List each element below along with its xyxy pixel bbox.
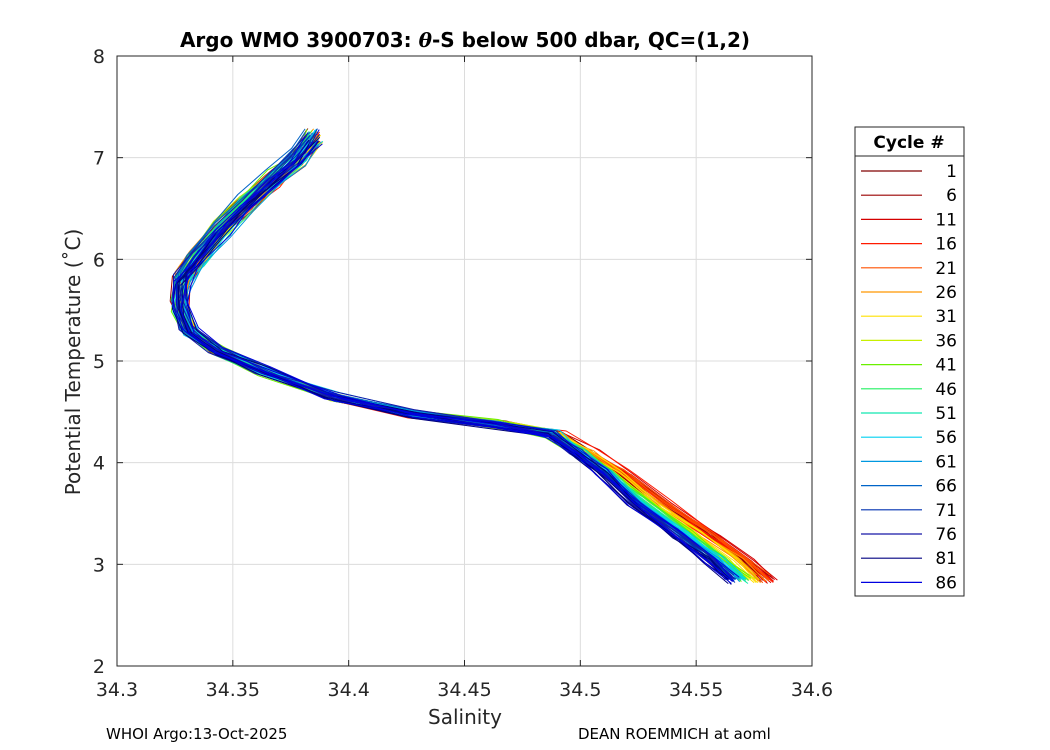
y-tick-label: 5 bbox=[93, 351, 105, 373]
chart-title: Argo WMO 3900703: θ-S below 500 dbar, QC… bbox=[180, 28, 750, 52]
legend-label-71: 71 bbox=[935, 501, 957, 521]
footer-right: DEAN ROEMMICH at aoml bbox=[578, 725, 771, 743]
legend-label-66: 66 bbox=[935, 477, 957, 497]
y-axis-label: Potential Temperature (˚C) bbox=[61, 229, 85, 496]
series-lines bbox=[169, 128, 778, 585]
y-tick-label: 2 bbox=[93, 656, 105, 678]
legend-label-56: 56 bbox=[935, 428, 957, 448]
x-tick-label: 34.4 bbox=[328, 679, 370, 701]
legend-box bbox=[854, 126, 965, 597]
legend: Cycle # 16111621263136414651566166717681… bbox=[854, 126, 965, 597]
legend-label-1: 1 bbox=[946, 162, 957, 182]
legend-label-21: 21 bbox=[935, 259, 957, 279]
legend-label-51: 51 bbox=[935, 404, 957, 424]
y-tick-label: 7 bbox=[93, 148, 105, 170]
x-tick-label: 34.5 bbox=[559, 679, 601, 701]
y-tick-label: 4 bbox=[93, 453, 105, 475]
legend-label-76: 76 bbox=[935, 525, 957, 545]
y-tick-label: 6 bbox=[93, 249, 105, 271]
x-tick-label: 34.45 bbox=[437, 679, 491, 701]
legend-label-26: 26 bbox=[935, 283, 957, 303]
legend-title: Cycle # bbox=[873, 133, 944, 153]
y-tick-label: 8 bbox=[93, 46, 105, 68]
legend-label-61: 61 bbox=[935, 452, 957, 472]
x-tick-label: 34.35 bbox=[206, 679, 260, 701]
cycle-86-profile bbox=[186, 143, 735, 582]
legend-label-46: 46 bbox=[935, 380, 957, 400]
x-tick-label: 34.6 bbox=[791, 679, 833, 701]
x-axis-label: Salinity bbox=[428, 705, 502, 729]
legend-label-86: 86 bbox=[935, 573, 957, 593]
cycle-86-profile bbox=[172, 141, 732, 584]
footer-left: WHOI Argo:13-Oct-2025 bbox=[106, 725, 288, 743]
legend-label-41: 41 bbox=[935, 356, 957, 376]
axis-ticks: 34.3 34.35 34.4 34.45 34.5 34.55 34.6 2 3 4 5 6 7 8 bbox=[93, 46, 833, 701]
legend-label-81: 81 bbox=[935, 549, 957, 569]
cycle-81-profile bbox=[185, 136, 730, 579]
x-tick-label: 34.3 bbox=[96, 679, 138, 701]
legend-label-11: 11 bbox=[935, 210, 957, 230]
legend-label-6: 6 bbox=[946, 186, 957, 206]
cycle-81-profile bbox=[177, 141, 726, 581]
legend-label-36: 36 bbox=[935, 331, 957, 351]
x-tick-label: 34.55 bbox=[669, 679, 723, 701]
legend-label-16: 16 bbox=[935, 235, 957, 255]
legend-label-31: 31 bbox=[935, 307, 957, 327]
y-tick-label: 3 bbox=[93, 554, 105, 576]
